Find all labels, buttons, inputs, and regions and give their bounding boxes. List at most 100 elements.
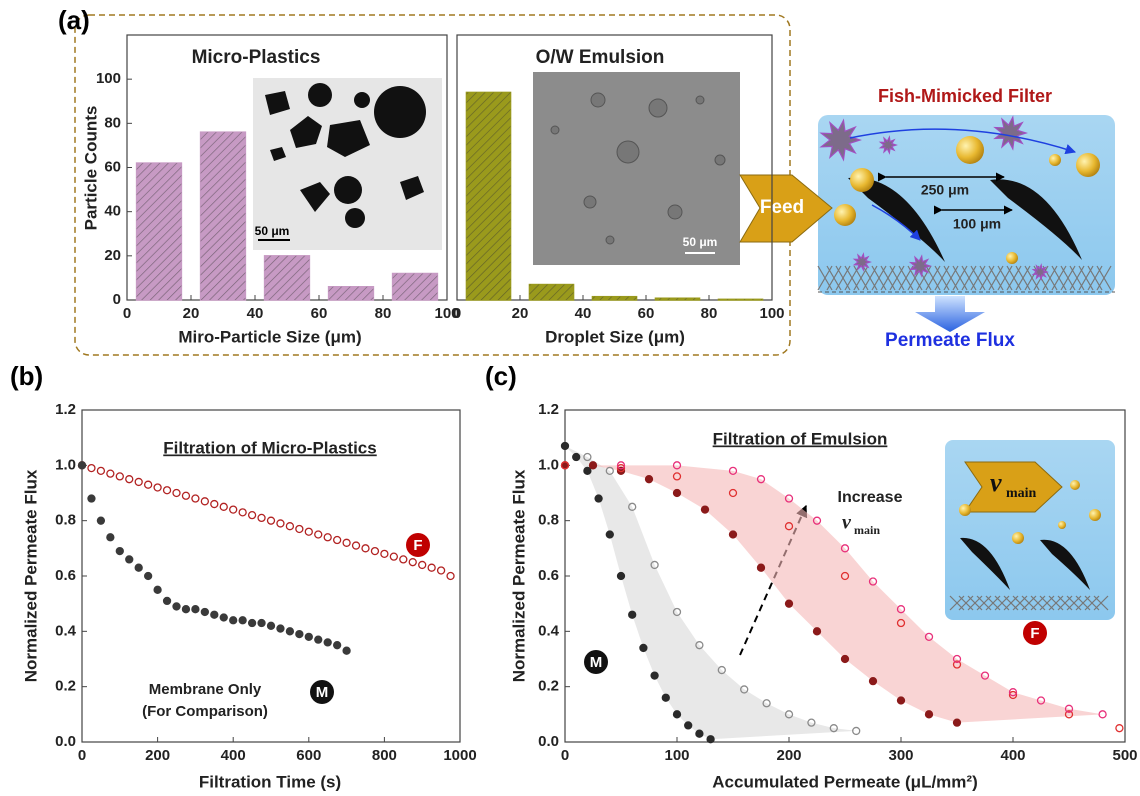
bar-hatch: [328, 286, 374, 300]
point: [952, 660, 962, 669]
point: [134, 477, 143, 487]
increase-label: Increase: [838, 489, 903, 506]
point: [285, 522, 295, 531]
point: [436, 566, 446, 575]
y-tick-label: 0.8: [538, 512, 559, 529]
point: [1008, 688, 1018, 697]
point: [276, 519, 285, 528]
bar-hatch: [466, 92, 511, 301]
point: [728, 466, 738, 476]
y-tick-label: 0.4: [538, 622, 560, 639]
point: [672, 472, 682, 481]
x-tick-label: 100: [434, 305, 459, 322]
x-tick-label: 80: [701, 305, 718, 322]
x-tick-label: 40: [575, 305, 592, 322]
point: [896, 605, 906, 614]
y-tick-label: 80: [104, 114, 121, 131]
point: [740, 685, 749, 694]
point: [605, 466, 614, 476]
point: [153, 483, 162, 492]
point: [628, 502, 637, 511]
point: [784, 599, 794, 608]
x-tick-label: 100: [759, 305, 784, 322]
point: [616, 571, 626, 581]
point: [644, 475, 654, 484]
point: [276, 624, 285, 633]
badge: [584, 650, 608, 674]
x-tick-label: 60: [311, 305, 328, 322]
point: [952, 654, 962, 664]
point: [807, 718, 816, 727]
point: [115, 472, 124, 481]
x-tick-label: 500: [1112, 747, 1137, 764]
point: [840, 544, 850, 553]
point: [560, 441, 570, 451]
note: (For Comparison): [142, 703, 268, 720]
point: [852, 726, 861, 736]
point: [361, 544, 370, 553]
x-tick-label: 0: [453, 305, 461, 322]
x-tick-label: 60: [638, 305, 655, 322]
band: [565, 465, 1103, 723]
point: [628, 610, 637, 619]
v-subscript: main: [1006, 486, 1037, 501]
point: [162, 486, 172, 495]
chart-title: Micro-Plastics: [192, 47, 321, 68]
point: [210, 610, 219, 619]
point: [191, 605, 200, 614]
x-tick-label: 0: [78, 747, 86, 764]
y-tick-label: 0.2: [55, 678, 76, 695]
point: [115, 546, 124, 556]
point: [162, 596, 172, 606]
point: [1098, 710, 1107, 719]
gap-label: 100 μm: [953, 216, 1001, 232]
point: [380, 549, 389, 559]
y-axis-label: Normalized Permeate Flux: [509, 469, 528, 682]
point: [238, 616, 247, 625]
chart-title: Filtration of Micro-Plastics: [163, 438, 376, 457]
point: [342, 538, 351, 547]
mesh-line: [1096, 265, 1112, 291]
point: [952, 718, 962, 727]
point: [229, 616, 238, 625]
point: [812, 516, 822, 525]
x-tick-label: 400: [1000, 747, 1025, 764]
v-symbol: ν: [990, 468, 1002, 497]
point: [143, 480, 153, 489]
point: [896, 618, 906, 628]
point: [700, 505, 710, 514]
emulsion-inset: [739, 440, 1115, 656]
x-tick-label: 100: [664, 747, 689, 764]
x-tick-label: 200: [776, 747, 801, 764]
point: [172, 488, 181, 498]
diagram-title: Fish-Mimicked Filter: [878, 86, 1052, 106]
point: [840, 571, 850, 581]
point: [728, 488, 738, 498]
x-tick-label: 40: [247, 305, 264, 322]
badge-label: F: [1030, 625, 1039, 642]
point: [181, 605, 191, 614]
y-tick-label: 1.0: [55, 456, 76, 473]
point: [868, 577, 878, 586]
point: [229, 505, 238, 514]
bar-hatch: [264, 255, 310, 300]
point: [210, 499, 219, 509]
point: [219, 502, 228, 511]
v-symbol: ν: [842, 512, 852, 534]
badge-label: F: [413, 537, 422, 554]
point: [672, 461, 682, 470]
particle: [1031, 263, 1049, 281]
point: [1064, 704, 1074, 713]
point: [295, 629, 304, 639]
note: Membrane Only: [149, 681, 262, 698]
point: [143, 571, 153, 581]
point: [304, 632, 313, 642]
point: [304, 527, 313, 536]
y-tick-label: 60: [104, 158, 121, 175]
y-tick-label: 0.6: [55, 567, 76, 584]
point: [924, 632, 934, 642]
x-tick-label: 80: [375, 305, 392, 322]
emulsion-image: [533, 72, 740, 265]
point: [762, 699, 771, 708]
